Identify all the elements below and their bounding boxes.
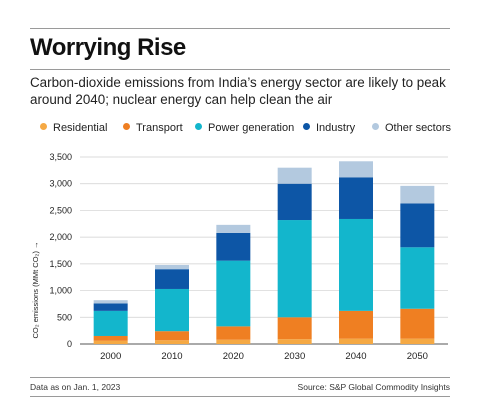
- bar-transport-2020: [216, 326, 251, 340]
- footer-source: Source: S&P Global Commodity Insights: [297, 382, 450, 392]
- page-subtitle: Carbon-dioxide emissions from India’s en…: [30, 75, 446, 107]
- x-axis-ticks: 2000 2010 2020 2030 2040 2050: [100, 351, 428, 362]
- bar-industry-2020: [216, 232, 251, 261]
- legend-label-power-generation: Power generation: [208, 122, 295, 134]
- bar-residential-2030: [277, 339, 312, 344]
- legend-label-transport: Transport: [136, 122, 183, 134]
- bar-transport-2000: [93, 335, 128, 341]
- bar-other-sectors-2050: [400, 185, 435, 204]
- bar-transport-2010: [155, 331, 189, 341]
- y-tick-label: 2,500: [49, 205, 72, 215]
- bar-residential-2010: [155, 340, 189, 344]
- bar-power-generation-2040: [339, 218, 373, 311]
- bar-transport-2040: [339, 310, 373, 339]
- y-tick-label: 0: [67, 339, 72, 349]
- legend-swatch-transport: [123, 123, 130, 130]
- x-tick-label-2050: 2050: [407, 351, 428, 362]
- x-tick-label-2020: 2020: [223, 351, 244, 362]
- y-tick-label: 2,000: [49, 232, 72, 242]
- bar-power-generation-2050: [400, 247, 435, 309]
- x-tick-label-2030: 2030: [284, 351, 305, 362]
- bar-industry-2010: [155, 269, 189, 289]
- y-tick-label: 3,500: [49, 152, 72, 162]
- bar-transport-2050: [400, 308, 435, 339]
- legend-item-power-generation: Power generation: [195, 122, 294, 134]
- chart-legend: Residential Transport Power generation I…: [40, 122, 460, 138]
- title-divider: [30, 69, 450, 70]
- legend-item-other-sectors: Other sectors: [372, 122, 451, 134]
- legend-label-residential: Residential: [53, 122, 108, 134]
- legend-label-industry: Industry: [316, 122, 356, 134]
- bar-other-sectors-2000: [93, 300, 128, 304]
- bar-power-generation-2010: [155, 288, 189, 332]
- bar-industry-2000: [93, 303, 128, 311]
- bar-power-generation-2000: [93, 310, 128, 336]
- chart-gridlines: [80, 156, 448, 345]
- legend-item-transport: Transport: [123, 122, 183, 134]
- y-tick-label: 3,000: [49, 179, 72, 189]
- legend-label-other-sectors: Other sectors: [385, 122, 452, 134]
- y-tick-label: 1,000: [49, 286, 72, 296]
- bottom-divider: [30, 396, 450, 397]
- legend-item-residential: Residential: [40, 122, 107, 134]
- bar-power-generation-2020: [216, 260, 251, 327]
- x-tick-label-2040: 2040: [345, 351, 366, 362]
- y-tick-label: 1,500: [49, 259, 72, 269]
- legend-swatch-residential: [40, 123, 47, 130]
- bar-industry-2050: [400, 203, 435, 248]
- bar-other-sectors-2020: [216, 224, 251, 233]
- bar-residential-2000: [93, 340, 128, 344]
- page-title: Worrying Rise: [30, 34, 186, 61]
- legend-swatch-power-generation: [195, 123, 202, 130]
- y-axis-label: CO₂ emissions (MMt CO₂) →: [31, 241, 40, 338]
- top-divider: [30, 28, 450, 29]
- x-tick-label-2000: 2000: [100, 351, 121, 362]
- bar-transport-2030: [277, 317, 312, 340]
- y-tick-label: 500: [57, 312, 72, 322]
- bar-other-sectors-2040: [339, 161, 373, 178]
- x-tick-label-2010: 2010: [161, 351, 182, 362]
- bar-industry-2040: [339, 177, 373, 219]
- bar-residential-2040: [339, 338, 373, 344]
- bar-other-sectors-2010: [155, 264, 189, 270]
- bar-residential-2020: [216, 339, 251, 344]
- legend-swatch-other-sectors: [372, 123, 379, 130]
- bar-industry-2030: [277, 183, 312, 221]
- footer-date-note: Data as on Jan. 1, 2023: [30, 382, 121, 392]
- legend-swatch-industry: [303, 123, 310, 130]
- footer-divider: [30, 377, 450, 378]
- bar-power-generation-2030: [277, 220, 312, 318]
- bar-other-sectors-2030: [277, 167, 312, 184]
- legend-item-industry: Industry: [303, 122, 355, 134]
- bar-residential-2050: [400, 338, 435, 344]
- y-axis-ticks: 0 500 1,000 1,500 2,000 2,500 3,000 3,500: [49, 152, 72, 349]
- chart-bars: [93, 161, 435, 344]
